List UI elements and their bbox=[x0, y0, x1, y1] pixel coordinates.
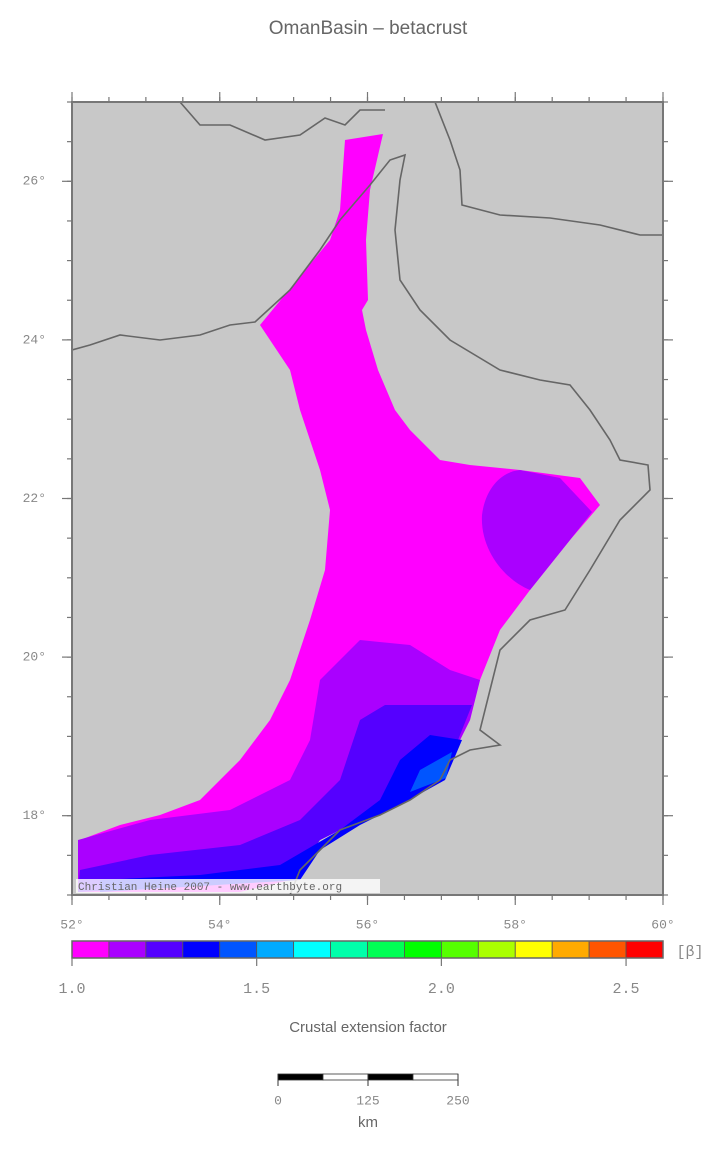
colorbar-bin bbox=[219, 940, 258, 959]
colorbar-bin bbox=[293, 940, 331, 959]
lon-tick-label: 54° bbox=[208, 917, 231, 932]
colorbar-tick-label: 1.5 bbox=[243, 981, 270, 998]
colorbar-bin bbox=[145, 940, 184, 959]
scale-tick-label: 125 bbox=[356, 1093, 379, 1108]
scale-segment bbox=[412, 1073, 459, 1081]
colorbar-tick-label: 2.0 bbox=[428, 981, 455, 998]
lon-tick-label: 52° bbox=[60, 917, 83, 932]
coastline bbox=[434, 102, 663, 236]
scale-segment bbox=[367, 1073, 414, 1081]
colorbar-bin bbox=[404, 940, 442, 959]
lat-tick-label: 18° bbox=[23, 808, 46, 823]
title: OmanBasin – betacrust bbox=[269, 18, 468, 39]
colorbar-frame bbox=[71, 940, 664, 959]
credit: Christian Heine 2007 - www.earthbyte.org bbox=[78, 882, 342, 894]
scale-segment bbox=[322, 1073, 369, 1081]
lat-tick-label: 20° bbox=[23, 650, 46, 665]
lat-tick-label: 24° bbox=[23, 332, 46, 347]
colorbar-bin bbox=[71, 940, 110, 959]
colorbar-bin bbox=[477, 940, 516, 959]
beta-region bbox=[410, 752, 452, 792]
coastline bbox=[179, 102, 385, 141]
colorbar-bin bbox=[440, 940, 479, 959]
colorbar-bin bbox=[108, 940, 147, 959]
scale-segment bbox=[277, 1073, 324, 1081]
credit-box bbox=[76, 879, 380, 893]
colorbar-bin bbox=[182, 940, 221, 959]
beta-region bbox=[78, 705, 472, 892]
lon-tick-label: 56° bbox=[356, 917, 379, 932]
lat-tick-label: 22° bbox=[23, 491, 46, 506]
lat-tick-label: 26° bbox=[23, 174, 46, 189]
coastline bbox=[72, 153, 651, 895]
scale-unit: km bbox=[358, 1114, 378, 1131]
scale-tick-label: 250 bbox=[446, 1093, 469, 1108]
lon-tick-label: 60° bbox=[651, 917, 674, 932]
colorbar-bin bbox=[551, 940, 590, 959]
colorbar-tick-label: 1.0 bbox=[58, 981, 85, 998]
beta-region bbox=[78, 640, 480, 892]
beta-region bbox=[481, 470, 592, 590]
colorbar-bin bbox=[330, 940, 368, 959]
lon-tick-label: 58° bbox=[504, 917, 527, 932]
scale-tick-label: 0 bbox=[274, 1093, 282, 1108]
colorbar-bin bbox=[256, 940, 295, 959]
colorbar-bin bbox=[514, 940, 553, 959]
colorbar-unit: [β] bbox=[676, 944, 703, 961]
colorbar-bin bbox=[625, 940, 664, 959]
colorbar-bin bbox=[367, 940, 405, 959]
map-content bbox=[72, 102, 663, 895]
colorbar-bin bbox=[588, 940, 627, 959]
colorbar-label: Crustal extension factor bbox=[289, 1019, 447, 1036]
beta-region bbox=[100, 735, 462, 892]
colorbar-tick-label: 2.5 bbox=[613, 981, 640, 998]
